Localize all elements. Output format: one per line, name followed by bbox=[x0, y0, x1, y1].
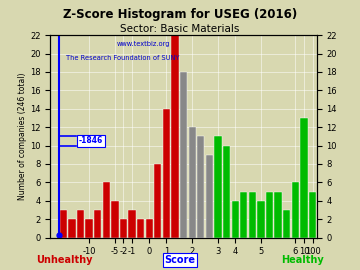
Bar bbox=[189, 127, 196, 238]
Bar bbox=[214, 136, 222, 238]
Y-axis label: Number of companies (246 total): Number of companies (246 total) bbox=[18, 73, 27, 200]
Bar bbox=[249, 192, 256, 238]
Text: The Research Foundation of SUNY: The Research Foundation of SUNY bbox=[66, 55, 180, 61]
Bar bbox=[145, 219, 153, 238]
Bar bbox=[163, 109, 170, 238]
Bar bbox=[257, 201, 265, 238]
Bar bbox=[68, 219, 76, 238]
Bar bbox=[266, 192, 273, 238]
Bar bbox=[206, 155, 213, 238]
Bar bbox=[309, 192, 316, 238]
Bar bbox=[240, 192, 247, 238]
Text: Healthy: Healthy bbox=[281, 255, 324, 265]
Bar bbox=[300, 118, 307, 238]
Bar bbox=[85, 219, 93, 238]
Bar bbox=[223, 146, 230, 238]
Text: Unhealthy: Unhealthy bbox=[37, 255, 93, 265]
Bar bbox=[120, 219, 127, 238]
Text: Z-Score Histogram for USEG (2016): Z-Score Histogram for USEG (2016) bbox=[63, 8, 297, 21]
Text: -1846: -1846 bbox=[79, 136, 103, 146]
Bar bbox=[154, 164, 162, 238]
Bar bbox=[94, 210, 101, 238]
Text: Score: Score bbox=[165, 255, 195, 265]
Bar bbox=[292, 182, 299, 238]
Bar bbox=[129, 210, 136, 238]
Text: Sector: Basic Materials: Sector: Basic Materials bbox=[120, 24, 240, 34]
Text: www.textbiz.org: www.textbiz.org bbox=[117, 41, 171, 47]
Bar bbox=[197, 136, 204, 238]
Bar bbox=[180, 72, 187, 238]
Bar bbox=[103, 182, 110, 238]
Bar bbox=[111, 201, 118, 238]
Bar bbox=[60, 210, 67, 238]
Bar bbox=[283, 210, 291, 238]
Bar bbox=[137, 219, 144, 238]
Bar bbox=[171, 35, 179, 238]
Bar bbox=[77, 210, 84, 238]
Bar bbox=[231, 201, 239, 238]
Bar bbox=[274, 192, 282, 238]
